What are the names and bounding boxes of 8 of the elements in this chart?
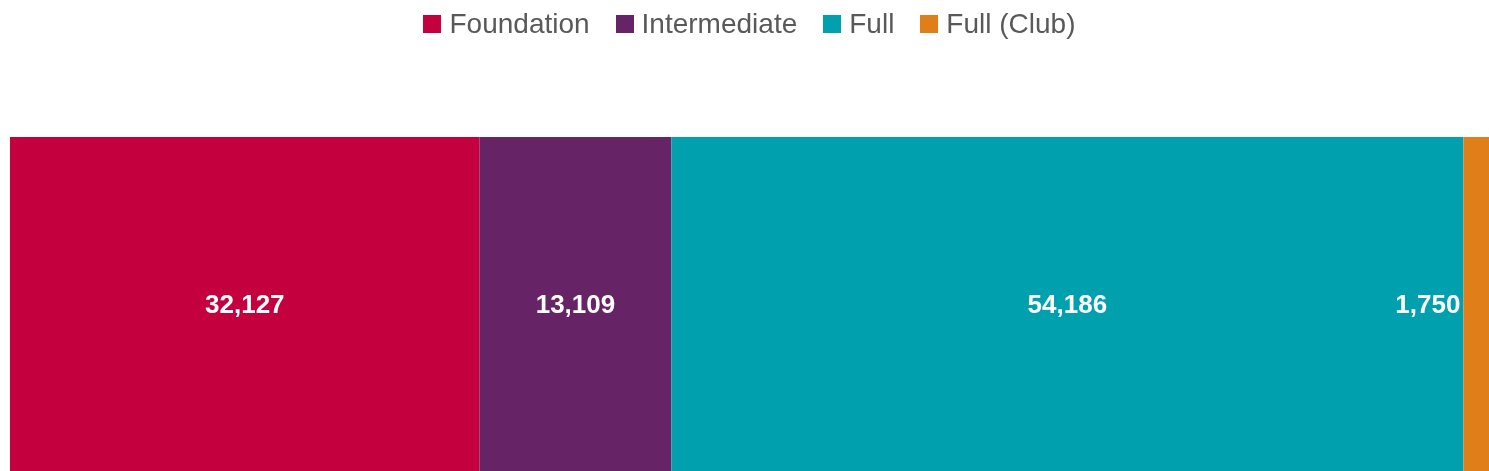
- legend-label: Full: [848, 8, 895, 40]
- legend-label: Intermediate: [640, 8, 798, 40]
- data-label: 1,750: [1395, 289, 1461, 319]
- data-label: 13,109: [535, 289, 616, 319]
- data-label: 54,186: [1027, 289, 1108, 319]
- legend-label: Foundation: [448, 8, 590, 40]
- data-label: 32,127: [205, 289, 285, 319]
- legend-label: Full (Club): [945, 8, 1076, 40]
